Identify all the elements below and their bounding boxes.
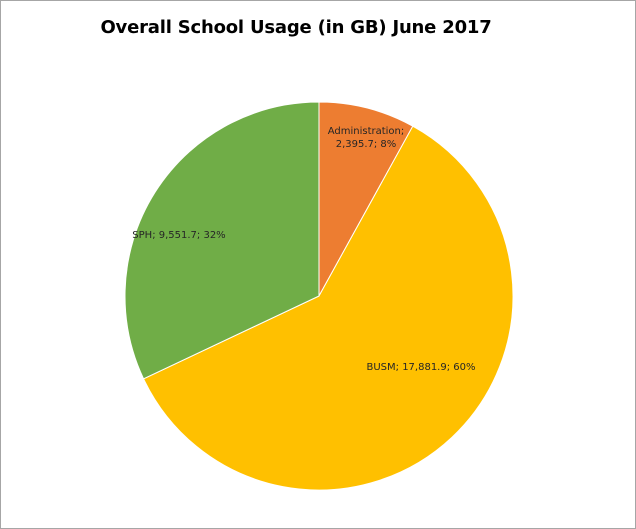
data-label-administration: Administration; 2,395.7; 8% [328, 126, 405, 150]
data-label-sph: SPH; 9,551.7; 32% [132, 230, 225, 241]
chart-title: Overall School Usage (in GB) June 2017 [100, 17, 492, 38]
data-label-busm: BUSM; 17,881.9; 60% [366, 362, 475, 373]
pie-slice-sph [124, 101, 320, 380]
pie-slice-administration [318, 101, 414, 297]
pie-slice-busm [142, 125, 514, 491]
